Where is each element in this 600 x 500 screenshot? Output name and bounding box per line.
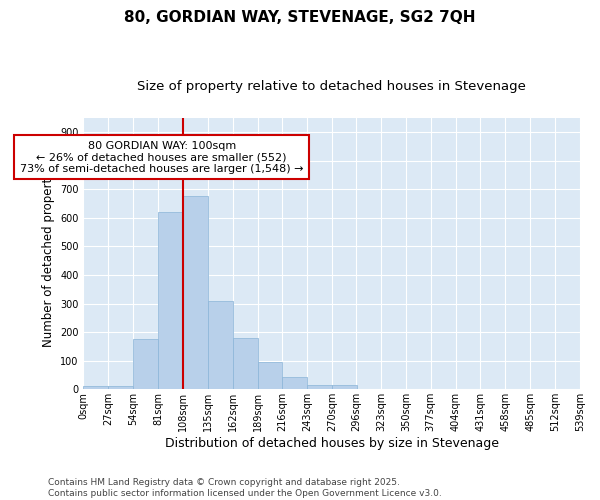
X-axis label: Distribution of detached houses by size in Stevenage: Distribution of detached houses by size …	[165, 437, 499, 450]
Bar	[183, 196, 208, 390]
Bar	[83, 386, 108, 390]
Bar	[332, 385, 357, 390]
Text: 80 GORDIAN WAY: 100sqm
← 26% of detached houses are smaller (552)
73% of semi-de: 80 GORDIAN WAY: 100sqm ← 26% of detached…	[20, 140, 304, 174]
Title: Size of property relative to detached houses in Stevenage: Size of property relative to detached ho…	[137, 80, 526, 93]
Bar	[283, 378, 307, 390]
Bar	[108, 386, 133, 390]
Bar	[233, 338, 257, 390]
Bar	[307, 385, 332, 390]
Text: Contains HM Land Registry data © Crown copyright and database right 2025.
Contai: Contains HM Land Registry data © Crown c…	[48, 478, 442, 498]
Bar	[133, 340, 158, 390]
Text: 80, GORDIAN WAY, STEVENAGE, SG2 7QH: 80, GORDIAN WAY, STEVENAGE, SG2 7QH	[124, 10, 476, 25]
Bar	[158, 212, 183, 390]
Bar	[257, 362, 283, 390]
Bar	[208, 300, 233, 390]
Y-axis label: Number of detached properties: Number of detached properties	[41, 160, 55, 346]
